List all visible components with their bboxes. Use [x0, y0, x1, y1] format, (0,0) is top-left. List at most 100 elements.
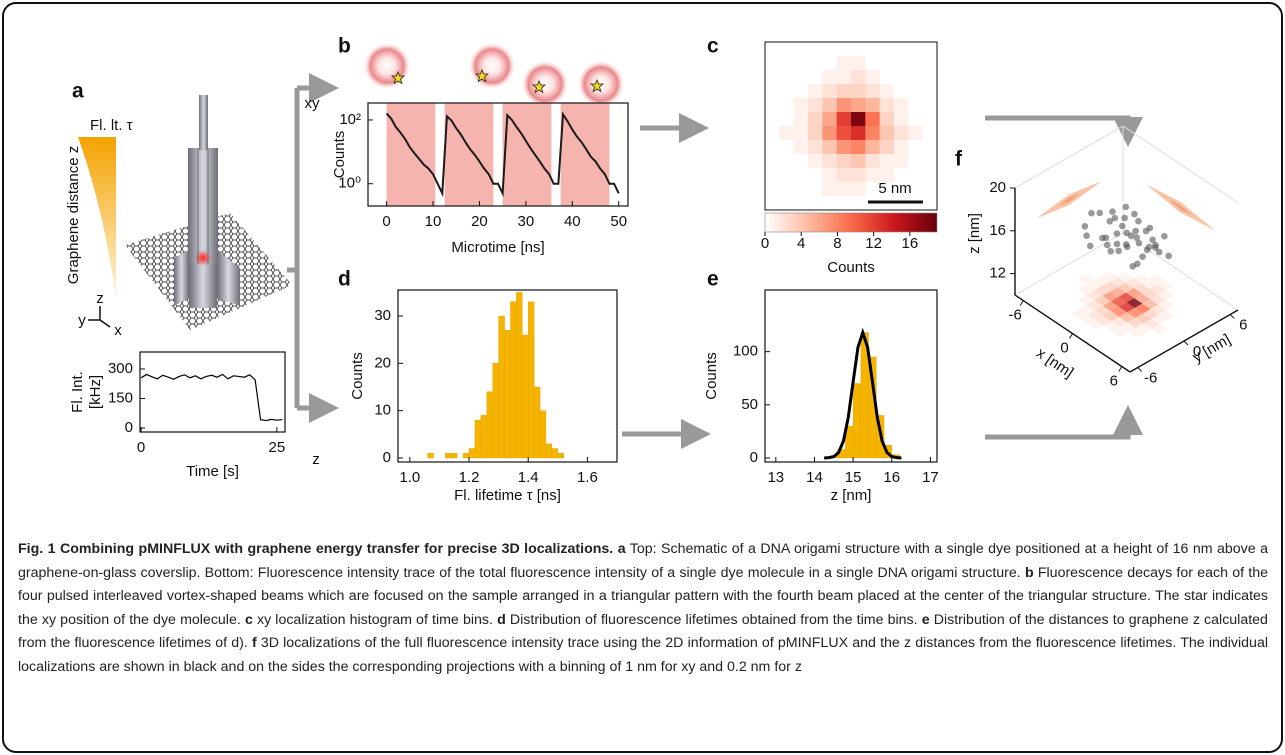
z-tick-label: 16 — [989, 222, 1006, 239]
heat-cell — [851, 154, 866, 169]
heat-cell — [793, 70, 809, 85]
heat-cell — [922, 112, 938, 127]
x-tick-label: 10 — [425, 213, 442, 230]
plot-frame — [367, 102, 629, 207]
plot-frame — [397, 289, 618, 463]
heat-cell — [793, 126, 809, 141]
y-tick-label: 10⁰ — [338, 175, 361, 192]
heat-cell — [808, 84, 823, 99]
xy-projection-cell — [1133, 273, 1150, 284]
y-tick-label: 100 — [733, 343, 758, 360]
localization — [1123, 243, 1131, 251]
heat-cell — [851, 168, 866, 183]
localization — [1086, 242, 1094, 250]
heat-cell — [922, 154, 938, 169]
bar — [551, 448, 559, 459]
xy-projection-cell — [1134, 303, 1151, 314]
localization — [1081, 222, 1089, 230]
xy-projection-cell — [1101, 271, 1118, 282]
xy-projection-cell — [1149, 284, 1166, 295]
caption-letter: d — [497, 611, 506, 628]
localization — [1145, 243, 1153, 251]
xy-projection-cell — [1143, 319, 1160, 329]
heat-cell — [836, 70, 852, 85]
heat-cell — [836, 42, 852, 57]
xy-projection-cell — [1086, 300, 1103, 311]
heat-cell — [851, 42, 866, 57]
heat-cell — [808, 196, 823, 211]
scale-bar-label: 5 nm — [878, 180, 911, 197]
heat-cell — [793, 168, 809, 183]
heat-cell — [765, 56, 780, 71]
localization — [1121, 214, 1128, 222]
heat-cell — [822, 154, 837, 169]
localization — [1155, 248, 1163, 256]
bar — [528, 301, 535, 459]
back-edge — [1122, 125, 1239, 204]
heat-cell — [865, 140, 880, 155]
caption-letter: a — [617, 541, 626, 557]
x-axis-label: Time [s] — [186, 463, 239, 480]
arrow — [985, 115, 1143, 147]
bar — [474, 419, 482, 459]
heat-cell — [793, 196, 809, 211]
heat-cell — [779, 140, 794, 155]
heat-cell — [879, 42, 895, 57]
heat-cell — [822, 70, 837, 85]
x-tick-label: 14 — [806, 469, 823, 486]
localization — [1106, 217, 1114, 225]
colorbar-tick-label: 4 — [797, 235, 805, 252]
localization — [1115, 247, 1122, 255]
xy-projection-cell — [1118, 302, 1135, 313]
xy-projection-cell — [1133, 283, 1150, 294]
heat-cell — [922, 56, 938, 71]
heat-cell — [865, 112, 880, 127]
xy-projection-cell — [1118, 292, 1135, 303]
xy-projection-cell — [1127, 308, 1143, 318]
x-tick-label: 15 — [845, 469, 862, 486]
heat-cell — [765, 168, 780, 183]
x-tick-label: -6 — [1009, 306, 1022, 323]
triad-label: y — [78, 312, 86, 329]
xy-projection-cell — [1112, 326, 1128, 337]
heat-cell — [908, 42, 923, 57]
origami-arm — [174, 250, 189, 306]
xy-projection-cell — [1079, 304, 1096, 315]
colorbar-tick-label: 0 — [761, 235, 769, 252]
heat-cell — [808, 168, 823, 183]
x-tick-label: 30 — [518, 213, 535, 230]
xy-projection-cell — [1077, 275, 1094, 285]
xy-projection-cell — [1094, 286, 1111, 296]
heat-cell — [908, 70, 923, 85]
xy-projection-cell — [1142, 309, 1159, 319]
heat-cell — [836, 168, 852, 183]
localization — [1151, 244, 1159, 251]
y-tick-label: 0 — [1193, 343, 1201, 360]
heat-cell — [922, 84, 938, 99]
heat-cell — [836, 112, 852, 127]
triad-label: x — [114, 322, 122, 339]
y-tick-label: 30 — [374, 307, 391, 324]
heat-cell — [779, 196, 794, 211]
xy-projection-cell — [1111, 306, 1127, 317]
split-arrow — [287, 85, 322, 411]
heat-cell — [765, 154, 780, 169]
xy-projection-cell — [1150, 304, 1167, 315]
gate-window — [444, 103, 494, 206]
x-tick — [1019, 300, 1024, 306]
star — [531, 79, 547, 94]
flow-label: z — [312, 451, 320, 468]
heat-cell — [922, 126, 938, 141]
y-axis-label: Fl. Int. — [69, 371, 86, 413]
localization — [1107, 247, 1114, 255]
bar — [510, 301, 517, 459]
heat-cell — [808, 56, 823, 71]
heat-cell — [922, 182, 938, 197]
x-tick-label: 1.6 — [577, 469, 598, 486]
x-tick-label: 1.0 — [399, 469, 420, 486]
bar — [480, 415, 487, 459]
heat-cell — [851, 196, 866, 211]
heat-cell — [793, 84, 809, 99]
bar — [539, 410, 547, 459]
heat-cell — [836, 56, 852, 71]
